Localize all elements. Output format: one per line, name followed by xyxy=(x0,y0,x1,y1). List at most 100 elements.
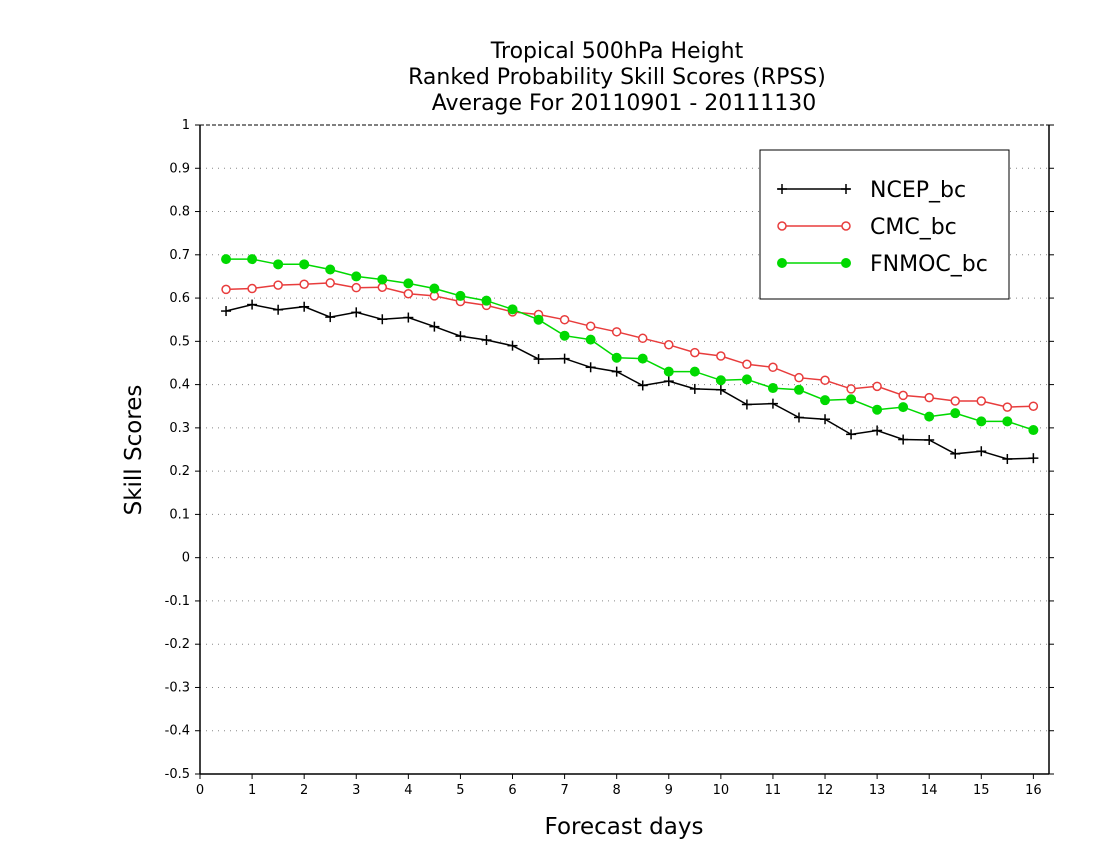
data-point-fnmoc-bc xyxy=(429,283,440,294)
x-tick-label: 12 xyxy=(817,783,834,798)
data-point-fnmoc-bc xyxy=(715,375,726,386)
data-point-fnmoc-bc xyxy=(351,271,362,282)
data-point-ncep-bc xyxy=(1002,454,1013,465)
data-point-fnmoc-bc xyxy=(533,314,544,325)
y-tick-label: -0.1 xyxy=(165,594,190,609)
legend-item-cmc-bc: CMC_bc xyxy=(777,215,957,240)
data-point-ncep-bc xyxy=(351,307,362,318)
x-tick-label: 7 xyxy=(560,783,568,798)
series-ncep-bc xyxy=(221,299,1039,465)
y-tick-label: -0.2 xyxy=(165,637,190,652)
data-point-cmc-bc xyxy=(950,396,960,406)
data-point-cmc-bc xyxy=(872,381,882,392)
data-point-cmc-bc xyxy=(846,384,856,394)
data-point-fnmoc-bc xyxy=(924,411,935,422)
data-point-ncep-bc xyxy=(846,429,857,440)
data-point-fnmoc-bc xyxy=(950,408,961,419)
x-tick-label: 14 xyxy=(921,783,938,798)
data-point-ncep-bc xyxy=(585,362,596,373)
data-point-fnmoc-bc xyxy=(481,295,492,306)
legend-marker-cmc-bc xyxy=(777,221,787,231)
data-point-ncep-bc xyxy=(637,380,648,391)
data-point-cmc-bc xyxy=(221,284,231,295)
y-tick-label: 0.3 xyxy=(169,421,190,436)
series-lines xyxy=(221,254,1039,465)
y-tick-label: -0.4 xyxy=(165,724,190,739)
data-point-cmc-bc xyxy=(742,359,752,370)
y-tick-label: 0.4 xyxy=(169,378,190,393)
legend-item-fnmoc-bc: FNMOC_bc xyxy=(777,252,988,277)
data-point-cmc-bc xyxy=(898,390,908,401)
x-axis-title: Forecast days xyxy=(545,814,704,840)
legend-marker-fnmoc-bc xyxy=(841,258,851,268)
x-tick-label: 1 xyxy=(248,783,256,798)
series-line-cmc-bc xyxy=(225,282,1034,408)
data-point-fnmoc-bc xyxy=(846,394,857,405)
data-point-fnmoc-bc xyxy=(325,264,336,275)
data-point-fnmoc-bc xyxy=(273,259,284,270)
y-axis-title: Skill Scores xyxy=(121,385,147,516)
x-tick-label: 8 xyxy=(613,783,621,798)
data-point-cmc-bc xyxy=(976,396,987,406)
data-point-fnmoc-bc xyxy=(559,330,570,341)
data-point-ncep-bc xyxy=(741,399,752,410)
data-point-fnmoc-bc xyxy=(689,366,700,377)
data-point-ncep-bc xyxy=(325,312,336,323)
data-point-ncep-bc xyxy=(767,398,778,409)
data-point-fnmoc-bc xyxy=(221,254,232,265)
data-point-ncep-bc xyxy=(663,376,674,387)
data-point-fnmoc-bc xyxy=(976,416,987,427)
legend-item-ncep-bc: NCEP_bc xyxy=(777,178,966,203)
data-point-ncep-bc xyxy=(689,383,700,394)
series-fnmoc-bc xyxy=(221,254,1039,436)
data-point-cmc-bc xyxy=(768,362,778,373)
data-point-ncep-bc xyxy=(820,414,831,425)
y-tick-label: 0.2 xyxy=(169,464,190,479)
data-point-fnmoc-bc xyxy=(793,384,804,395)
x-tick-label: 2 xyxy=(300,783,308,798)
data-point-fnmoc-bc xyxy=(1028,425,1039,436)
series-line-ncep-bc xyxy=(225,303,1034,460)
x-tick-label: 11 xyxy=(765,783,782,798)
x-tick-label: 6 xyxy=(508,783,516,798)
data-point-ncep-bc xyxy=(715,384,726,395)
y-tick-label: 0.9 xyxy=(169,161,190,176)
x-tick-label: 13 xyxy=(869,783,886,798)
legend-marker-cmc-bc xyxy=(841,221,851,231)
data-point-cmc-bc xyxy=(664,340,674,350)
data-point-cmc-bc xyxy=(325,278,335,288)
data-point-fnmoc-bc xyxy=(663,366,674,377)
axes: 1 0.9 0.8 0.7 0.6 0.5 0.4 0.3 0.2 0.1 0 -0.1 -0.2 -0.… xyxy=(165,118,1054,798)
data-point-cmc-bc xyxy=(1028,401,1039,411)
x-tick-label: 15 xyxy=(973,783,990,798)
data-point-fnmoc-bc xyxy=(299,259,310,270)
data-point-cmc-bc xyxy=(351,282,362,293)
data-point-ncep-bc xyxy=(507,340,518,351)
y-tick-label: 1 xyxy=(182,118,190,133)
data-point-ncep-bc xyxy=(247,299,258,310)
data-point-ncep-bc xyxy=(793,412,804,423)
data-point-fnmoc-bc xyxy=(767,383,778,394)
x-tick-label: 9 xyxy=(665,783,673,798)
data-point-cmc-bc xyxy=(585,321,596,331)
data-point-ncep-bc xyxy=(976,446,987,457)
data-point-ncep-bc xyxy=(924,434,935,445)
data-point-ncep-bc xyxy=(377,314,388,325)
data-point-fnmoc-bc xyxy=(377,274,388,285)
chart-subtitle: Ranked Probability Skill Scores (RPSS) xyxy=(408,65,826,90)
data-point-ncep-bc xyxy=(898,434,909,445)
x-tick-label: 0 xyxy=(196,783,204,798)
data-point-fnmoc-bc xyxy=(898,402,909,413)
y-tick-label: 0.5 xyxy=(169,334,190,349)
data-point-ncep-bc xyxy=(559,353,570,364)
legend-label-fnmoc-bc: FNMOC_bc xyxy=(870,252,988,277)
y-tick-label: 0.8 xyxy=(169,205,190,220)
legend-label-ncep-bc: NCEP_bc xyxy=(870,178,966,203)
data-point-ncep-bc xyxy=(273,304,284,315)
data-point-ncep-bc xyxy=(481,335,492,346)
data-point-cmc-bc xyxy=(273,280,283,290)
x-tick-label: 10 xyxy=(713,783,730,798)
data-point-ncep-bc xyxy=(429,321,440,332)
data-point-cmc-bc xyxy=(716,351,726,361)
data-point-cmc-bc xyxy=(820,375,830,386)
